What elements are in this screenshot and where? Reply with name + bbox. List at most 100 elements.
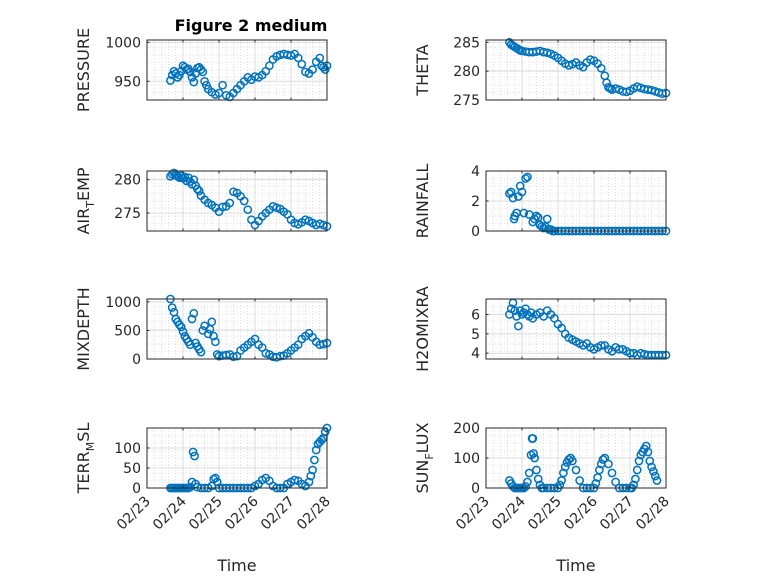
data-point [529, 449, 538, 458]
data-point [537, 222, 547, 231]
data-point [198, 67, 208, 77]
data-point [645, 456, 655, 466]
data-point [194, 186, 204, 196]
data-point [568, 456, 577, 466]
data-point [265, 61, 274, 71]
y-tick-label: 100 [453, 451, 480, 467]
y-label-main: THETA [413, 44, 432, 96]
data-point [641, 441, 651, 451]
data-point [532, 465, 541, 475]
data-point [218, 80, 227, 90]
x-axis-label: Time [216, 556, 256, 575]
data-point [175, 173, 184, 183]
y-tick-label: 285 [453, 35, 480, 51]
data-point [629, 480, 638, 490]
data-point [643, 447, 653, 457]
data-point [532, 211, 541, 221]
y-tick-label: 0 [471, 224, 480, 240]
data-point [196, 347, 206, 357]
data-point [188, 447, 198, 457]
data-point [611, 84, 620, 93]
subplot-mixdepth: 0 500 1000 MIXDEPTH [74, 287, 332, 371]
subplot-h2omixra: 4 5 6 H2OMIXRA [413, 286, 671, 372]
data-point [523, 172, 532, 182]
y-tick-label: 4 [471, 164, 480, 180]
y-tick-label: 0 [471, 481, 480, 497]
data-point [521, 174, 530, 183]
data-point [559, 468, 568, 478]
data-point [207, 317, 217, 327]
data-point [575, 476, 584, 485]
data-point [596, 341, 606, 350]
axes-box [485, 39, 667, 101]
data-point [555, 480, 565, 490]
data-point [212, 477, 222, 487]
data-point [533, 474, 543, 484]
data-point [189, 308, 199, 318]
data-point [506, 187, 516, 197]
data-point [530, 453, 539, 463]
data-point [510, 306, 520, 315]
y-tick-label: 1000 [105, 35, 141, 51]
y-axis-label: PRESSURE [74, 28, 93, 112]
data-point [193, 184, 202, 194]
y-label-main: AIR [74, 208, 93, 235]
data-point [564, 61, 574, 70]
axes-box [146, 427, 328, 489]
y-label-tail: LUX [413, 422, 432, 453]
y-label-main: MIXDEPTH [74, 287, 93, 370]
data-point [622, 87, 631, 97]
data-point [311, 445, 321, 455]
data-point [180, 172, 190, 182]
series-markers [166, 423, 332, 493]
figure-title: Figure 2 medium [175, 16, 328, 35]
data-point [591, 479, 601, 488]
data-point [173, 73, 182, 82]
series-markers [166, 294, 332, 362]
series-markers [505, 37, 671, 99]
data-point [203, 329, 213, 339]
data-point [190, 451, 199, 461]
y-label-main: RAINFALL [413, 164, 432, 239]
data-point [308, 465, 317, 475]
data-point [526, 308, 536, 317]
x-axis-label: Time [555, 556, 595, 575]
data-point [607, 468, 617, 478]
axes-box [146, 170, 328, 232]
data-point [189, 175, 199, 185]
data-point [598, 455, 608, 464]
y-label-main: PRESSURE [74, 28, 93, 112]
data-point [586, 55, 595, 64]
data-point [225, 198, 235, 208]
y-tick-label: 2 [471, 194, 480, 210]
y-axis-label: RAINFALL [413, 164, 432, 239]
data-point [571, 465, 581, 475]
data-point [306, 471, 316, 481]
data-point [212, 350, 222, 359]
data-point [514, 321, 523, 331]
data-point [515, 181, 525, 191]
data-point [184, 173, 193, 183]
data-point [542, 214, 552, 224]
y-axis-label: MIXDEPTH [74, 287, 93, 370]
axes-box [146, 39, 328, 101]
subplot-rainfall: 0 2 4 RAINFALL [413, 164, 671, 240]
data-point [297, 59, 307, 69]
data-point [652, 476, 662, 485]
y-label-subscript: M [84, 442, 97, 452]
subplot-airtemp: 275 280 AIRTEMP [74, 167, 332, 235]
data-point [308, 65, 317, 74]
data-point [508, 193, 518, 203]
y-tick-label: 280 [453, 64, 480, 80]
y-tick-label: 275 [453, 93, 480, 109]
data-point [187, 314, 197, 324]
data-point [176, 322, 186, 332]
data-point [315, 53, 325, 63]
data-point [293, 53, 303, 63]
axes-box [485, 298, 667, 360]
y-axis-label: THETA [413, 44, 432, 96]
data-point [596, 63, 606, 73]
data-point [304, 477, 314, 487]
data-point [631, 474, 640, 484]
data-point [310, 455, 319, 465]
